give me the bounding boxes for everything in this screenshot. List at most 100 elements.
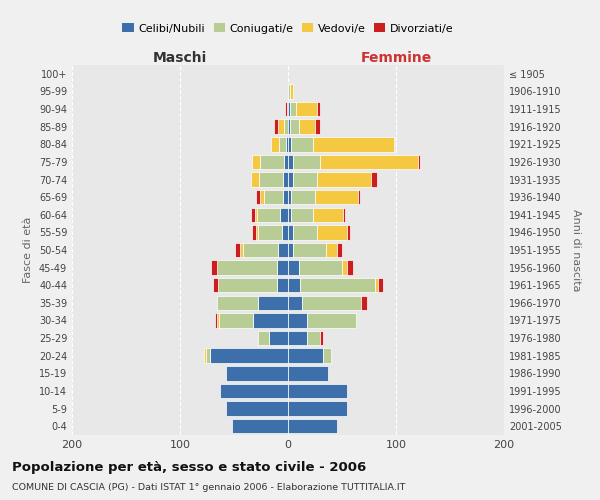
Bar — [317, 172, 371, 186]
Bar — [219, 314, 253, 328]
Bar — [337, 243, 342, 257]
Bar — [358, 190, 361, 204]
Bar — [288, 331, 307, 345]
Bar — [288, 243, 293, 257]
Bar — [300, 278, 376, 292]
Bar — [287, 102, 288, 117]
Bar — [291, 137, 313, 152]
Bar — [210, 348, 288, 363]
Bar — [206, 348, 210, 363]
Bar — [288, 366, 328, 380]
Bar — [215, 314, 217, 328]
Bar — [288, 402, 347, 416]
Bar — [371, 172, 377, 186]
Bar — [290, 84, 293, 98]
Bar — [293, 225, 317, 240]
Bar — [204, 348, 206, 363]
Bar — [284, 154, 288, 169]
Bar — [226, 402, 288, 416]
Bar — [347, 260, 353, 275]
Bar — [254, 208, 257, 222]
Bar — [317, 102, 320, 117]
Bar — [285, 102, 287, 117]
Bar — [326, 243, 337, 257]
Bar — [253, 314, 288, 328]
Bar — [288, 278, 300, 292]
Bar — [260, 190, 264, 204]
Bar — [280, 208, 288, 222]
Bar — [288, 190, 291, 204]
Bar — [347, 225, 350, 240]
Bar — [302, 296, 361, 310]
Text: Maschi: Maschi — [153, 51, 207, 65]
Bar — [290, 120, 299, 134]
Bar — [220, 384, 288, 398]
Bar — [288, 260, 299, 275]
Bar — [313, 137, 394, 152]
Bar — [320, 331, 323, 345]
Bar — [217, 260, 277, 275]
Bar — [277, 278, 288, 292]
Bar — [214, 278, 218, 292]
Bar — [293, 172, 317, 186]
Bar — [264, 190, 283, 204]
Bar — [269, 331, 288, 345]
Bar — [278, 243, 288, 257]
Bar — [343, 208, 345, 222]
Y-axis label: Fasce di età: Fasce di età — [23, 217, 33, 283]
Bar — [256, 225, 258, 240]
Bar — [313, 208, 343, 222]
Bar — [317, 225, 347, 240]
Bar — [278, 120, 284, 134]
Bar — [361, 296, 367, 310]
Bar — [280, 137, 286, 152]
Legend: Celibi/Nubili, Coniugati/e, Vedovi/e, Divorziati/e: Celibi/Nubili, Coniugati/e, Vedovi/e, Di… — [118, 19, 458, 38]
Bar — [291, 190, 315, 204]
Bar — [284, 120, 288, 134]
Bar — [258, 296, 288, 310]
Bar — [218, 278, 277, 292]
Bar — [259, 172, 283, 186]
Bar — [288, 348, 323, 363]
Bar — [288, 154, 293, 169]
Bar — [217, 296, 258, 310]
Bar — [242, 243, 278, 257]
Bar — [257, 208, 280, 222]
Bar — [211, 260, 217, 275]
Bar — [288, 384, 347, 398]
Bar — [260, 154, 284, 169]
Bar — [296, 102, 317, 117]
Bar — [288, 314, 307, 328]
Bar — [258, 225, 281, 240]
Bar — [271, 137, 280, 152]
Bar — [293, 243, 326, 257]
Text: Popolazione per età, sesso e stato civile - 2006: Popolazione per età, sesso e stato civil… — [12, 462, 366, 474]
Bar — [232, 419, 288, 434]
Bar — [323, 348, 331, 363]
Bar — [226, 366, 288, 380]
Bar — [288, 208, 291, 222]
Bar — [281, 225, 288, 240]
Bar — [288, 137, 291, 152]
Bar — [253, 154, 260, 169]
Bar — [283, 172, 288, 186]
Bar — [320, 154, 418, 169]
Bar — [377, 278, 383, 292]
Bar — [258, 331, 269, 345]
Bar — [241, 243, 242, 257]
Bar — [283, 190, 288, 204]
Bar — [290, 102, 296, 117]
Bar — [288, 172, 293, 186]
Bar — [342, 260, 347, 275]
Bar — [286, 137, 288, 152]
Text: Femmine: Femmine — [361, 51, 431, 65]
Bar — [235, 243, 241, 257]
Bar — [274, 120, 278, 134]
Bar — [293, 154, 320, 169]
Bar — [288, 419, 337, 434]
Bar — [299, 120, 315, 134]
Bar — [288, 296, 302, 310]
Bar — [288, 84, 290, 98]
Bar — [288, 120, 290, 134]
Bar — [288, 102, 290, 117]
